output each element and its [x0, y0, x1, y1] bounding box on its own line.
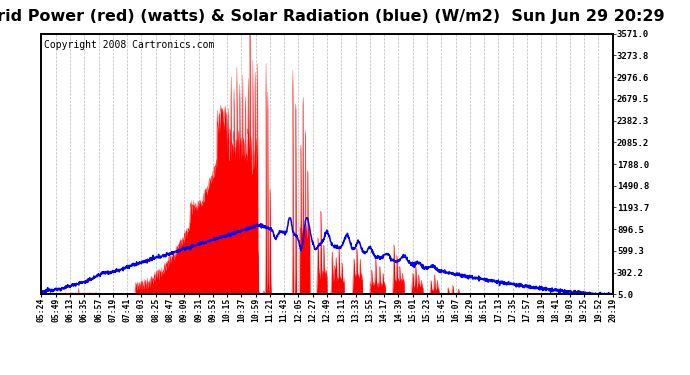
Text: Copyright 2008 Cartronics.com: Copyright 2008 Cartronics.com [43, 40, 214, 50]
Text: Grid Power (red) (watts) & Solar Radiation (blue) (W/m2)  Sun Jun 29 20:29: Grid Power (red) (watts) & Solar Radiati… [0, 9, 664, 24]
